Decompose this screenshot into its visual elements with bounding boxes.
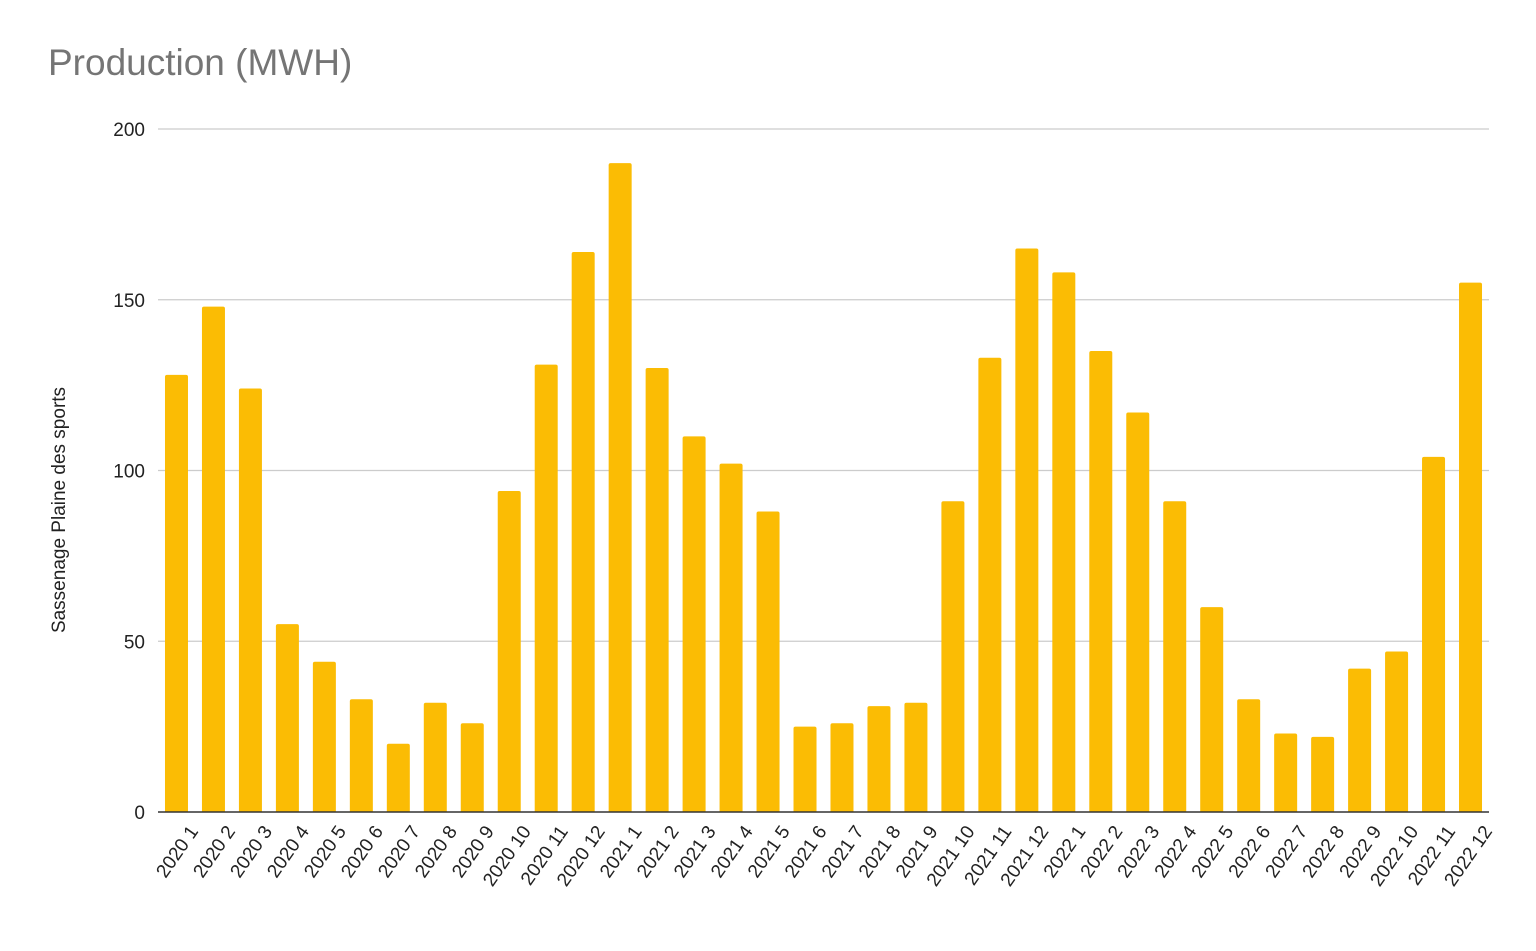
bar [1348, 668, 1372, 812]
bar [460, 723, 484, 812]
bar [1052, 272, 1076, 812]
bar [312, 661, 336, 812]
bar [978, 357, 1002, 812]
chart-title: Production (MWH) [48, 42, 353, 83]
bar [608, 163, 632, 812]
bar [571, 251, 595, 812]
bar [423, 702, 447, 812]
y-tick-label: 0 [134, 803, 145, 824]
bar [756, 511, 780, 812]
bar [904, 702, 928, 812]
bar [1311, 736, 1335, 812]
bar [275, 624, 299, 812]
y-tick-label: 150 [113, 291, 145, 312]
bar [1015, 248, 1039, 812]
bar [682, 436, 706, 812]
y-tick-label: 50 [124, 632, 145, 653]
bar [1126, 412, 1150, 812]
bar [1237, 699, 1261, 812]
bar [1200, 607, 1224, 812]
bar [386, 743, 410, 812]
bar [793, 726, 817, 812]
bar [238, 388, 262, 812]
y-tick-label: 200 [113, 120, 145, 141]
bar [645, 368, 669, 812]
bars [164, 163, 1483, 812]
bar [830, 723, 854, 812]
bar [941, 501, 965, 812]
bar [1163, 501, 1187, 812]
bar [1274, 733, 1298, 812]
bar [1422, 456, 1446, 812]
bar [1089, 350, 1113, 812]
bar [164, 374, 188, 812]
bar [1459, 282, 1483, 812]
bar [201, 306, 225, 812]
y-tick-label: 100 [113, 462, 145, 483]
bar [1385, 651, 1409, 812]
bar [349, 699, 373, 812]
bar [497, 490, 521, 812]
bar [719, 463, 743, 812]
bar [534, 364, 558, 812]
y-tick-labels: 0 50 100 150 200 [113, 120, 145, 824]
gridlines [158, 128, 1489, 642]
bar [867, 706, 891, 812]
